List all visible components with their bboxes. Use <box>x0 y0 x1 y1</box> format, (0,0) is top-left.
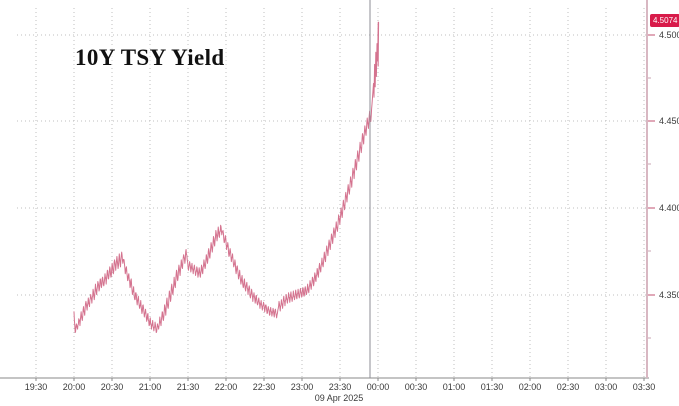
date-label: 09 Apr 2025 <box>314 393 364 403</box>
x-axis-tick-label: 23:00 <box>290 382 314 392</box>
x-axis-tick-label: 02:30 <box>556 382 580 392</box>
x-axis-tick-label: 21:00 <box>138 382 162 392</box>
x-axis-tick-label: 01:30 <box>480 382 504 392</box>
x-axis-tick-label: 20:30 <box>100 382 124 392</box>
x-axis-tick-label: 21:30 <box>176 382 200 392</box>
x-axis-tick-label: 20:00 <box>62 382 86 392</box>
y-axis-tick-label: 4.4500 <box>659 116 679 126</box>
x-axis-tick-label: 19:30 <box>24 382 48 392</box>
x-axis-tick-label: 01:00 <box>442 382 466 392</box>
last-price-badge: 4.5074 <box>650 14 679 27</box>
x-axis-tick-label: 03:30 <box>632 382 656 392</box>
series-line-10y-tsy-yield <box>73 21 380 334</box>
y-axis-tick-label: 4.5000 <box>659 30 679 40</box>
axis-lines <box>0 0 655 381</box>
x-axis-tick-label: 22:00 <box>214 382 238 392</box>
x-axis-tick-label: 02:00 <box>518 382 542 392</box>
gridlines <box>17 8 647 378</box>
page-title: 10Y TSY Yield <box>75 45 225 70</box>
y-axis-tick-label: 4.4000 <box>659 203 679 213</box>
x-axis-tick-label: 22:30 <box>252 382 276 392</box>
x-axis-tick-label: 00:30 <box>404 382 428 392</box>
x-axis-tick-label: 03:00 <box>594 382 618 392</box>
x-axis-tick-label: 00:00 <box>366 382 390 392</box>
y-axis-tick-label: 4.3500 <box>659 290 679 300</box>
x-axis-tick-label: 23:30 <box>328 382 352 392</box>
